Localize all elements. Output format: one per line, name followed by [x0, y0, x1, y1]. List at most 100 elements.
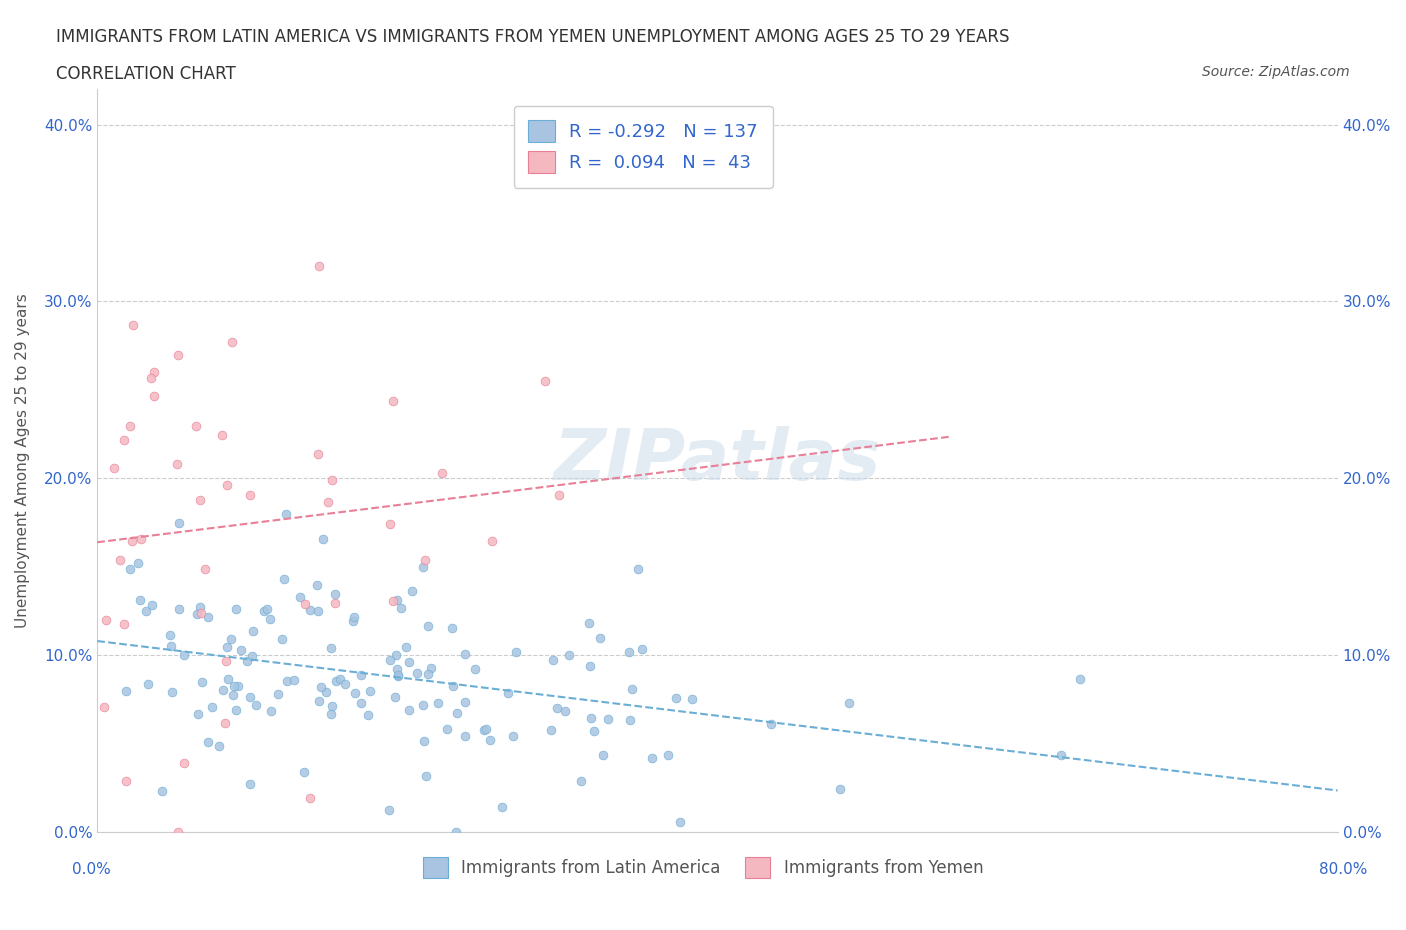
- Point: [136, 676, 159, 691]
- Legend: Immigrants from Latin America, Immigrants from Yemen: Immigrants from Latin America, Immigrant…: [416, 851, 990, 884]
- Point: [127, 556, 149, 571]
- Point: [152, 784, 174, 799]
- Point: [191, 675, 214, 690]
- Point: [357, 708, 380, 723]
- Point: [401, 584, 423, 599]
- Point: [240, 649, 263, 664]
- Point: [1050, 748, 1073, 763]
- Point: [475, 722, 498, 737]
- Point: [342, 613, 364, 628]
- Point: [139, 371, 162, 386]
- Point: [657, 748, 679, 763]
- Point: [502, 729, 524, 744]
- Point: [222, 679, 245, 694]
- Point: [188, 599, 211, 614]
- Point: [194, 562, 217, 577]
- Point: [112, 617, 135, 631]
- Point: [641, 751, 664, 765]
- Point: [315, 684, 337, 699]
- Point: [454, 695, 477, 710]
- Point: [121, 534, 143, 549]
- Point: [159, 628, 181, 643]
- Point: [321, 641, 343, 656]
- Point: [307, 604, 329, 618]
- Point: [245, 698, 267, 712]
- Text: 80.0%: 80.0%: [1319, 862, 1367, 877]
- Point: [143, 365, 166, 379]
- Point: [197, 609, 219, 624]
- Point: [321, 472, 343, 487]
- Point: [395, 640, 418, 655]
- Point: [419, 660, 441, 675]
- Point: [828, 781, 851, 796]
- Point: [215, 478, 238, 493]
- Point: [271, 631, 294, 646]
- Point: [540, 723, 562, 737]
- Point: [143, 389, 166, 404]
- Point: [190, 605, 212, 620]
- Point: [349, 695, 371, 710]
- Point: [579, 711, 602, 725]
- Point: [631, 642, 654, 657]
- Point: [389, 601, 412, 616]
- Point: [225, 602, 247, 617]
- Point: [115, 684, 138, 698]
- Point: [387, 662, 409, 677]
- Point: [619, 645, 641, 660]
- Point: [239, 689, 262, 704]
- Point: [412, 559, 434, 574]
- Point: [274, 506, 297, 521]
- Point: [166, 347, 188, 362]
- Point: [283, 672, 305, 687]
- Point: [93, 699, 115, 714]
- Point: [307, 446, 329, 461]
- Point: [299, 603, 322, 618]
- Text: CORRELATION CHART: CORRELATION CHART: [56, 65, 236, 83]
- Point: [288, 590, 311, 604]
- Legend: R = -0.292   N = 137, R =  0.094   N =  43: R = -0.292 N = 137, R = 0.094 N = 43: [513, 106, 772, 188]
- Point: [103, 460, 125, 475]
- Point: [441, 679, 464, 694]
- Point: [214, 716, 236, 731]
- Point: [186, 606, 208, 621]
- Point: [378, 803, 401, 817]
- Point: [588, 631, 610, 645]
- Point: [118, 562, 141, 577]
- Point: [323, 587, 346, 602]
- Point: [229, 643, 252, 658]
- Point: [173, 756, 195, 771]
- Point: [166, 457, 188, 472]
- Point: [184, 418, 207, 433]
- Point: [273, 572, 295, 587]
- Point: [446, 706, 468, 721]
- Point: [598, 711, 620, 726]
- Point: [413, 734, 436, 749]
- Y-axis label: Unemployment Among Ages 25 to 29 years: Unemployment Among Ages 25 to 29 years: [15, 293, 30, 628]
- Point: [398, 655, 420, 670]
- Point: [323, 595, 346, 610]
- Point: [534, 373, 557, 388]
- Point: [276, 673, 298, 688]
- Point: [259, 612, 281, 627]
- Point: [387, 669, 409, 684]
- Point: [316, 495, 339, 510]
- Point: [325, 673, 347, 688]
- Point: [441, 621, 464, 636]
- Point: [173, 647, 195, 662]
- Point: [217, 672, 239, 687]
- Point: [416, 667, 439, 682]
- Text: IMMIGRANTS FROM LATIN AMERICA VS IMMIGRANTS FROM YEMEN UNEMPLOYMENT AMONG AGES 2: IMMIGRANTS FROM LATIN AMERICA VS IMMIGRA…: [56, 28, 1010, 46]
- Point: [112, 432, 135, 447]
- Point: [412, 698, 434, 712]
- Point: [221, 335, 243, 350]
- Point: [464, 661, 486, 676]
- Point: [309, 679, 332, 694]
- Point: [239, 777, 262, 792]
- Point: [267, 687, 290, 702]
- Point: [592, 748, 614, 763]
- Point: [427, 695, 450, 710]
- Point: [454, 728, 477, 743]
- Point: [312, 532, 335, 547]
- Point: [578, 616, 600, 631]
- Point: [167, 515, 190, 530]
